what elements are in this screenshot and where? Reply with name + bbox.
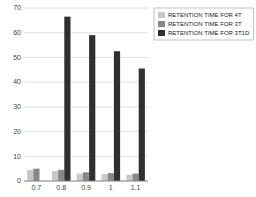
- grid-line: [24, 57, 148, 58]
- y-tick-label: 50: [13, 54, 21, 61]
- grid-line: [24, 156, 148, 157]
- chart-svg: 0 10 20 30 40 50 60 70 0.7 0.8 0.9 1 1.1 RETENTION TI…: [0, 0, 256, 197]
- bar: [114, 51, 120, 181]
- legend-swatch: [158, 30, 165, 36]
- bar: [33, 169, 39, 181]
- grid-line: [24, 106, 148, 107]
- legend-label: RETENTION TIME FOR 4T: [168, 12, 242, 18]
- bar: [77, 174, 83, 181]
- x-axis: 0.7 0.8 0.9 1 1.1: [24, 181, 148, 191]
- grid-line: [24, 181, 148, 182]
- bar: [126, 175, 132, 181]
- bar: [102, 174, 108, 181]
- grid-line: [24, 32, 148, 33]
- x-tick-label: 1.1: [131, 184, 141, 191]
- x-tick-label: 1: [109, 184, 113, 191]
- bar: [64, 17, 70, 181]
- legend-label: RETENTION TIME FOR 3T1D: [168, 30, 250, 36]
- x-tick-label: 0.7: [32, 184, 42, 191]
- legend-label: RETENTION TIME FOR 3T: [168, 21, 242, 27]
- legend: RETENTION TIME FOR 4T RETENTION TIME FOR …: [154, 8, 253, 40]
- grid-line: [24, 131, 148, 132]
- grid-line: [24, 82, 148, 83]
- x-tick-label: 0.8: [56, 184, 66, 191]
- y-tick-label: 0: [17, 177, 21, 184]
- bar: [83, 172, 89, 181]
- y-tick-label: 40: [13, 78, 21, 85]
- legend-swatch: [158, 12, 165, 18]
- bar: [89, 35, 95, 181]
- y-tick-label: 60: [13, 29, 21, 36]
- bar: [58, 170, 64, 181]
- bar: [52, 171, 58, 181]
- x-axis-line: [24, 181, 148, 182]
- legend-frame: [154, 8, 253, 40]
- legend-swatch: [158, 21, 165, 27]
- bar: [108, 173, 114, 181]
- bars: [27, 17, 145, 181]
- y-tick-label: 70: [13, 4, 21, 11]
- bar: [27, 170, 33, 181]
- y-tick-label: 10: [13, 153, 21, 160]
- y-axis: 0 10 20 30 40 50 60 70: [13, 4, 148, 184]
- chart-container: 0 10 20 30 40 50 60 70 0.7 0.8 0.9 1 1.1 RETENTION TI…: [0, 0, 256, 197]
- grid-line: [24, 8, 148, 9]
- bar: [139, 69, 145, 181]
- y-tick-label: 20: [13, 128, 21, 135]
- y-tick-label: 30: [13, 103, 21, 110]
- bar: [133, 174, 139, 181]
- x-tick-label: 0.9: [81, 184, 91, 191]
